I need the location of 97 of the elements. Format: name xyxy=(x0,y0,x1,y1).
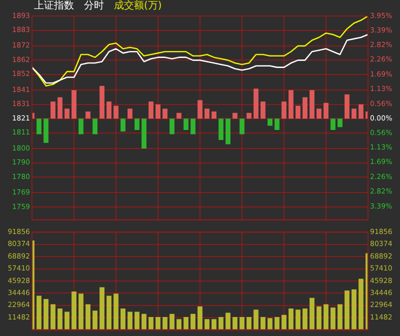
bar xyxy=(106,102,112,119)
bar xyxy=(310,298,314,330)
bar xyxy=(240,317,244,330)
bar xyxy=(338,118,342,128)
bar xyxy=(274,317,280,330)
bar xyxy=(156,104,160,119)
bar xyxy=(162,108,168,119)
chart-subtitle: 分时 xyxy=(84,0,104,12)
bar xyxy=(72,292,76,330)
bar xyxy=(352,289,356,330)
bar xyxy=(128,312,132,330)
bar xyxy=(170,314,174,330)
bar xyxy=(86,304,90,330)
bar xyxy=(198,100,202,119)
bar xyxy=(134,312,140,330)
bar xyxy=(240,118,244,134)
bar xyxy=(176,112,182,119)
bar xyxy=(176,319,182,330)
bar xyxy=(218,118,224,140)
bar xyxy=(288,308,294,330)
bar xyxy=(316,108,322,119)
bar xyxy=(212,319,216,330)
bar xyxy=(162,317,168,330)
chart-title: 上证指数 xyxy=(34,0,74,12)
bar xyxy=(296,310,300,330)
bar xyxy=(198,306,202,330)
bar xyxy=(260,102,266,119)
text: 成交额(万) xyxy=(114,0,162,12)
bar xyxy=(44,298,48,330)
bar xyxy=(134,118,140,130)
bar xyxy=(232,112,238,119)
bar xyxy=(184,118,188,130)
bar xyxy=(330,307,336,330)
bar xyxy=(358,278,364,330)
bar xyxy=(184,317,188,330)
bar xyxy=(114,106,118,119)
bar xyxy=(44,118,48,143)
bar xyxy=(296,106,300,119)
bar xyxy=(316,306,322,330)
bar xyxy=(72,90,76,119)
bar xyxy=(64,108,70,119)
bar xyxy=(170,118,174,134)
bar xyxy=(142,314,146,330)
bar xyxy=(246,112,252,119)
bar xyxy=(302,308,308,330)
bar xyxy=(100,86,104,119)
bar xyxy=(36,118,42,134)
bar xyxy=(86,111,90,119)
bar xyxy=(246,317,252,330)
bar xyxy=(64,312,70,330)
bar xyxy=(226,118,230,144)
bar xyxy=(100,287,104,330)
bar xyxy=(106,296,112,330)
bar xyxy=(282,314,286,330)
bar xyxy=(204,108,210,119)
bar xyxy=(190,314,196,330)
bar xyxy=(226,312,230,330)
bar xyxy=(212,111,216,119)
bar xyxy=(128,108,132,119)
bar xyxy=(324,304,328,330)
bar xyxy=(78,294,84,330)
bar xyxy=(58,308,62,330)
bar xyxy=(260,317,266,330)
bar xyxy=(358,104,364,119)
bar xyxy=(324,102,328,119)
bar xyxy=(50,304,56,330)
bar xyxy=(310,90,314,119)
bar xyxy=(204,319,210,330)
bar xyxy=(282,102,286,119)
bar xyxy=(142,118,146,149)
bar xyxy=(288,90,294,119)
bar xyxy=(302,97,308,119)
bar xyxy=(148,102,154,119)
bar xyxy=(156,317,160,330)
bar xyxy=(274,118,280,130)
bar xyxy=(120,118,126,132)
bar xyxy=(352,108,356,119)
bar xyxy=(92,310,98,330)
bar xyxy=(268,118,272,126)
bar xyxy=(232,317,238,330)
bar xyxy=(58,97,62,119)
bar xyxy=(218,317,224,330)
bar xyxy=(190,118,196,134)
bar xyxy=(148,317,154,330)
bar xyxy=(254,88,258,119)
bar xyxy=(36,296,42,330)
bar xyxy=(254,310,258,330)
bar xyxy=(120,308,126,330)
bar xyxy=(268,318,272,330)
bar xyxy=(114,294,118,330)
bar xyxy=(50,102,56,119)
bar xyxy=(338,304,342,330)
bar xyxy=(344,290,350,330)
bar xyxy=(92,118,98,134)
bar xyxy=(78,118,84,134)
bar xyxy=(330,118,336,130)
bar xyxy=(344,94,350,119)
